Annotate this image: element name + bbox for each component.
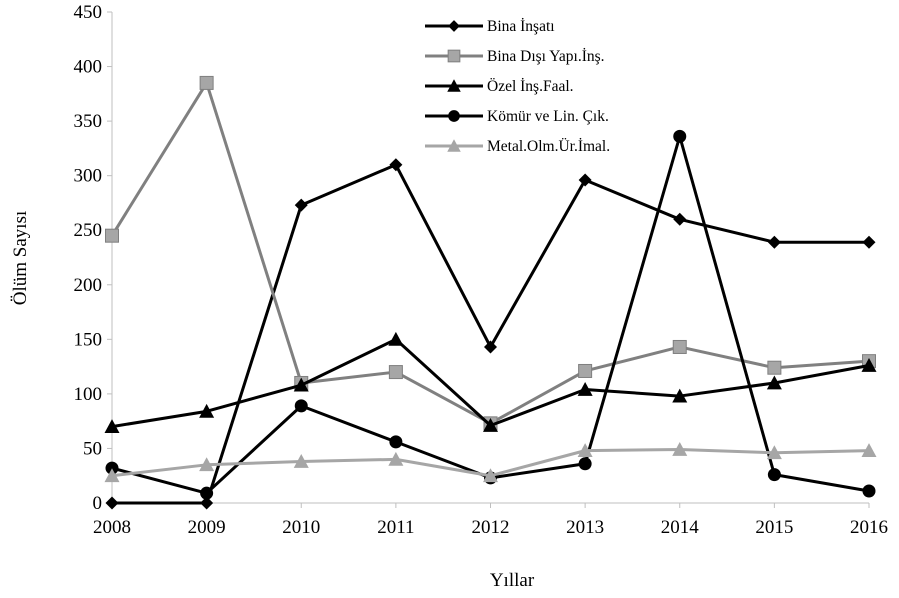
- legend-label: Metal.Olm.Ür.İmal.: [487, 138, 610, 155]
- x-tick-label: 2016: [850, 517, 888, 538]
- x-tick-label: 2008: [93, 517, 131, 538]
- data-point: [767, 360, 782, 375]
- data-point: [293, 377, 309, 392]
- data-point: [294, 198, 308, 212]
- legend-swatch-marker: [447, 139, 461, 152]
- legend-item: Metal.Olm.Ür.İmal.: [425, 138, 610, 155]
- series-1: [105, 158, 876, 510]
- y-tick-label: 450: [74, 2, 103, 23]
- data-point: [766, 375, 782, 390]
- y-tick-label: 200: [74, 275, 103, 296]
- data-point: [388, 365, 403, 380]
- legend-swatch-marker: [448, 20, 460, 32]
- series-4: [105, 129, 876, 500]
- y-tick-label: 150: [74, 329, 103, 350]
- data-point: [673, 129, 687, 143]
- y-axis-title: Ölüm Sayısı: [10, 211, 31, 305]
- data-point: [105, 461, 119, 475]
- x-tick-label: 2009: [188, 517, 226, 538]
- data-point: [388, 451, 404, 466]
- x-tick-label: 2012: [472, 517, 510, 538]
- legend-label: Bina İnşatı: [487, 18, 555, 35]
- data-point: [389, 158, 403, 172]
- data-point: [484, 340, 497, 354]
- data-point: [578, 363, 593, 378]
- data-point: [105, 228, 119, 243]
- legend-label: Kömür ve Lin. Çık.: [487, 108, 609, 125]
- data-point: [200, 486, 214, 500]
- series-group: [104, 75, 877, 510]
- legend-item: Bina İnşatı: [425, 18, 555, 35]
- data-point: [673, 212, 687, 226]
- data-point: [767, 468, 781, 482]
- y-tick-label: 50: [83, 438, 102, 459]
- data-point: [862, 484, 876, 498]
- data-point: [294, 399, 308, 413]
- series-5: [104, 442, 877, 483]
- x-tick-label: 2013: [566, 517, 604, 538]
- data-point: [861, 358, 877, 372]
- y-tick-label: 350: [74, 111, 103, 132]
- data-point: [672, 442, 688, 456]
- y-tick-label: 0: [93, 493, 103, 514]
- x-tick-label: 2011: [377, 517, 414, 538]
- y-tick-label: 400: [74, 57, 103, 78]
- data-point: [104, 419, 120, 433]
- y-tick-label: 300: [74, 166, 103, 187]
- legend-swatch-marker: [448, 110, 460, 122]
- axes: 0 50 100 150 200 250 300 350 400 450 2008 2009 2010 2…: [74, 2, 889, 538]
- data-point: [293, 454, 309, 468]
- data-point: [388, 331, 404, 346]
- legend: Bina İnşatı Bina Dışı Yapı.İnş. Özel İnş.F…: [425, 18, 610, 155]
- data-point: [672, 339, 687, 354]
- legend-label: Özel İnş.Faal.: [487, 78, 574, 95]
- data-point: [861, 443, 877, 458]
- data-point: [766, 445, 782, 460]
- data-point: [577, 443, 593, 458]
- data-point: [483, 468, 498, 483]
- data-point: [199, 403, 215, 418]
- x-tick-label: 2010: [282, 517, 320, 538]
- data-point: [200, 496, 214, 510]
- x-tick-label: 2015: [755, 517, 793, 538]
- data-point: [862, 235, 876, 249]
- legend-item: Bina Dışı Yapı.İnş.: [425, 48, 605, 65]
- legend-swatch-marker: [447, 79, 461, 92]
- data-point: [578, 173, 592, 187]
- series-2: [105, 75, 876, 431]
- data-point: [199, 75, 214, 90]
- data-point: [767, 235, 781, 249]
- data-point: [389, 435, 403, 449]
- data-point: [577, 382, 593, 396]
- data-point: [483, 418, 498, 432]
- y-tick-label: 100: [74, 384, 103, 405]
- data-point: [578, 457, 592, 471]
- legend-label: Bina Dışı Yapı.İnş.: [487, 48, 605, 65]
- y-tick-label: 250: [74, 220, 103, 241]
- data-point: [104, 468, 120, 483]
- x-axis-title: Yıllar: [490, 570, 535, 591]
- data-point: [105, 496, 119, 510]
- data-point: [199, 457, 215, 472]
- x-tick-label: 2014: [661, 517, 700, 538]
- legend-item: Kömür ve Lin. Çık.: [425, 108, 609, 125]
- legend-swatch-marker: [447, 49, 461, 63]
- data-point: [672, 388, 688, 403]
- legend-item: Özel İnş.Faal.: [425, 78, 574, 95]
- series-line: [110, 81, 870, 425]
- series-3: [104, 331, 877, 433]
